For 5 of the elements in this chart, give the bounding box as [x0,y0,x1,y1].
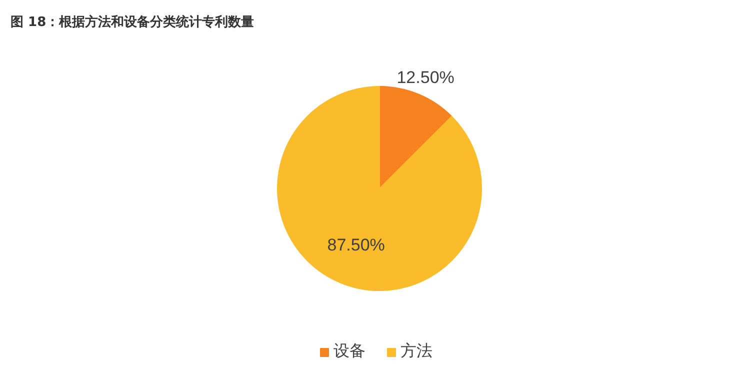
legend-label: 方法 [400,342,432,362]
data-label: 87.50% [327,236,385,255]
data-label: 12.50% [396,68,454,87]
legend-label: 设备 [334,342,366,362]
text: 图 18：根据方法和设备分类统计专利数量 [10,14,254,30]
